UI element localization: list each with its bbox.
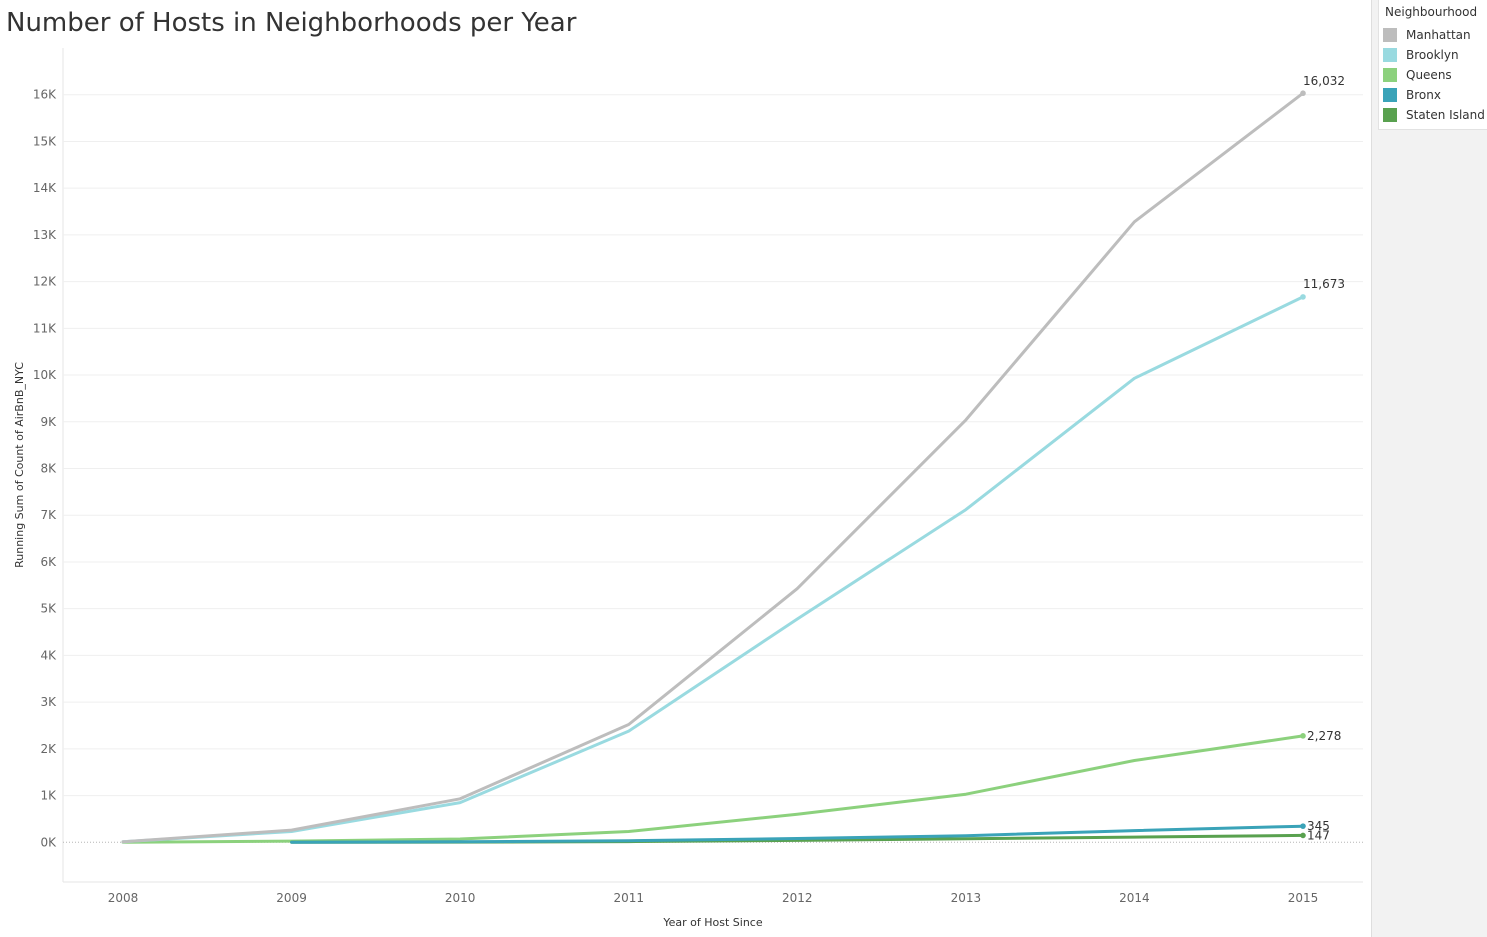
legend-swatch xyxy=(1383,108,1397,122)
y-axis-ticks: 0K 1K 2K 3K 4K 5K 6K 7K 8K 9K 10K 11K 12K 13K 14K 15K 16… xyxy=(33,88,57,850)
x-tick-label: 2009 xyxy=(276,891,307,905)
legend-item-bronx[interactable]: Bronx xyxy=(1379,85,1487,105)
y-tick-label: 10K xyxy=(33,368,57,382)
legend-label: Bronx xyxy=(1406,88,1441,102)
legend-label: Brooklyn xyxy=(1406,48,1459,62)
y-tick-label: 7K xyxy=(40,508,57,522)
legend-item-brooklyn[interactable]: Brooklyn xyxy=(1379,45,1487,65)
y-tick-label: 2K xyxy=(40,742,57,756)
series-line-bronx[interactable] xyxy=(290,824,1305,844)
y-tick-label: 3K xyxy=(40,695,57,709)
y-tick-label: 16K xyxy=(33,88,57,102)
legend-swatch xyxy=(1383,88,1397,102)
series-line-manhattan[interactable] xyxy=(121,91,1305,844)
legend-swatch xyxy=(1383,28,1397,42)
x-tick-label: 2012 xyxy=(782,891,813,905)
end-label-brooklyn: 11,673 xyxy=(1303,277,1345,291)
y-tick-label: 5K xyxy=(40,602,57,616)
y-tick-label: 14K xyxy=(33,181,57,195)
y-axis-title: Running Sum of Count of AirBnB_NYC xyxy=(13,362,26,568)
series-line-brooklyn[interactable] xyxy=(121,295,1305,844)
legend-panel xyxy=(1371,0,1487,937)
y-tick-label: 15K xyxy=(33,134,57,148)
end-point-staten-island[interactable] xyxy=(1300,832,1306,839)
legend-swatch xyxy=(1383,68,1397,82)
legend: Neighbourhood Manhattan Brooklyn Queens … xyxy=(1378,0,1487,130)
legend-label: Manhattan xyxy=(1406,28,1471,42)
x-tick-label: 2013 xyxy=(951,891,982,905)
y-tick-label: 11K xyxy=(33,321,57,335)
legend-label: Queens xyxy=(1406,68,1452,82)
x-tick-label: 2014 xyxy=(1119,891,1150,905)
x-tick-label: 2015 xyxy=(1288,891,1319,905)
y-tick-label: 6K xyxy=(40,555,57,569)
x-tick-label: 2011 xyxy=(613,891,644,905)
x-tick-label: 2008 xyxy=(108,891,139,905)
end-label-staten-island: 147 xyxy=(1307,828,1330,842)
legend-label: Staten Island xyxy=(1406,108,1485,122)
chart-title: Number of Hosts in Neighborhoods per Yea… xyxy=(6,8,577,38)
series-layer xyxy=(121,90,1306,844)
legend-swatch xyxy=(1383,48,1397,62)
series-line-queens[interactable] xyxy=(121,734,1305,844)
end-point-brooklyn[interactable] xyxy=(1300,294,1306,300)
x-axis-title: Year of Host Since xyxy=(662,916,762,929)
end-point-bronx[interactable] xyxy=(1300,823,1306,829)
end-label-queens: 2,278 xyxy=(1307,729,1341,743)
legend-item-manhattan[interactable]: Manhattan xyxy=(1379,25,1487,45)
legend-title: Neighbourhood xyxy=(1385,5,1478,19)
x-tick-label: 2010 xyxy=(445,891,476,905)
line-chart: 0K 1K 2K 3K 4K 5K 6K 7K 8K 9K 10K 11K 12K 13K 14K 15K 16… xyxy=(13,48,1363,929)
end-point-queens[interactable] xyxy=(1300,733,1306,739)
end-label-bronx: 345 xyxy=(1307,819,1330,833)
y-tick-label: 8K xyxy=(40,462,57,476)
end-label-manhattan: 16,032 xyxy=(1303,74,1345,88)
y-tick-label: 1K xyxy=(40,789,57,803)
legend-item-staten-island[interactable]: Staten Island xyxy=(1379,105,1487,125)
y-tick-label: 9K xyxy=(40,415,57,429)
y-tick-label: 4K xyxy=(40,648,57,662)
y-tick-label: 13K xyxy=(33,228,57,242)
end-point-manhattan[interactable] xyxy=(1300,90,1306,97)
y-tick-label: 0K xyxy=(40,835,57,849)
y-tick-label: 12K xyxy=(33,275,57,289)
legend-item-queens[interactable]: Queens xyxy=(1379,65,1487,85)
x-axis-ticks: 2008 2009 2010 2011 2012 2013 2014 2015 xyxy=(108,891,1319,905)
